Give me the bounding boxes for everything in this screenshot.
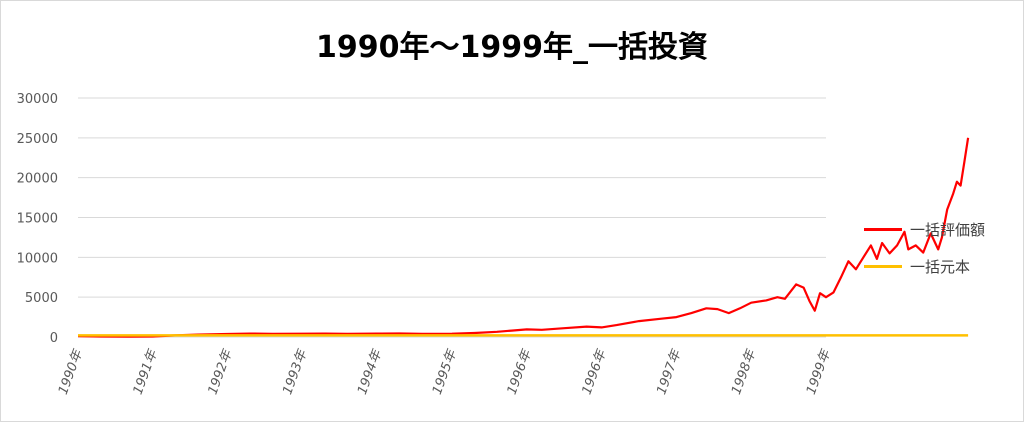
x-tick-label-4: 1994年	[355, 346, 386, 396]
y-tick-label-6: 30000	[17, 92, 58, 107]
y-tick-label-2: 10000	[17, 251, 58, 266]
x-tick-label-8: 1997年	[654, 346, 685, 396]
x-tick-label-5: 1995年	[430, 346, 461, 396]
x-tick-label-10: 1999年	[804, 346, 835, 396]
x-tick-label-9: 1998年	[729, 346, 760, 396]
legend: 一括評価額 一括元本	[864, 219, 985, 293]
legend-item-valuation: 一括評価額	[864, 219, 986, 239]
y-tick-label-3: 15000	[17, 212, 58, 227]
legend-item-principal: 一括元本	[864, 256, 985, 276]
x-tick-label-7: 1996年	[579, 346, 610, 396]
series-line-0	[77, 137, 970, 338]
x-tick-label-0: 1990年	[56, 346, 87, 396]
y-tick-label-0: 0	[50, 331, 58, 346]
legend-swatch-principal	[864, 265, 902, 268]
x-tick-label-2: 1992年	[205, 346, 236, 396]
x-tick-label-3: 1993年	[280, 346, 311, 396]
chart-title: 1990年～1999年_一括投資	[316, 30, 708, 65]
x-tick-label-1: 1991年	[131, 346, 162, 396]
y-tick-label-1: 5000	[25, 291, 58, 306]
y-tick-label-4: 20000	[17, 172, 58, 187]
legend-label-principal: 一括元本	[910, 258, 971, 276]
legend-label-valuation: 一括評価額	[910, 221, 986, 239]
legend-swatch-valuation	[864, 228, 902, 231]
y-tick-label-5: 25000	[17, 132, 58, 147]
x-tick-label-6: 1996年	[505, 346, 536, 396]
